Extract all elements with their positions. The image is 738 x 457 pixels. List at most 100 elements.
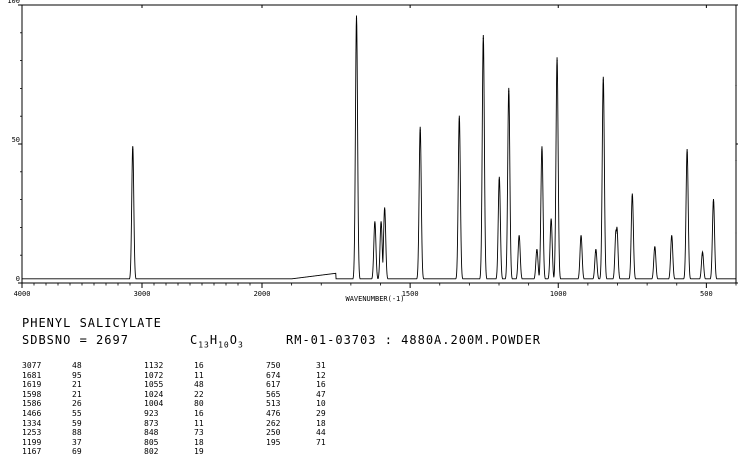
- formula-oxygen: O: [229, 333, 238, 347]
- peak-transmittance: 48: [72, 361, 82, 370]
- peak-transmittance: 37: [72, 437, 82, 447]
- peak-transmittance: 48: [194, 380, 204, 390]
- peak-wavenumber: 617: [266, 380, 281, 390]
- peak-row: 848 73: [144, 428, 304, 438]
- peak-point: [541, 148, 543, 151]
- peak-transmittance: 21: [72, 380, 82, 390]
- peak-transmittance: 16: [316, 380, 326, 390]
- peak-row: 1586 26: [22, 399, 182, 409]
- peak-transmittance: 16: [194, 361, 204, 370]
- peak-row: 923 16: [144, 409, 304, 419]
- y-tick-label: 50: [12, 136, 20, 144]
- peak-transmittance: 73: [194, 428, 204, 438]
- x-tick-label: 2000: [254, 290, 271, 298]
- peak-row: 262 18: [266, 419, 426, 429]
- axis-tick-labels: 4000 3000 2000 1500 1000 500 0 50 100: [7, 0, 712, 298]
- peak-wavenumber: 513: [266, 399, 281, 409]
- peak-wavenumber: 1024: [144, 389, 164, 399]
- peak-wavenumber: 565: [266, 389, 281, 399]
- peak-point: [654, 249, 656, 251]
- peak-transmittance: 26: [72, 399, 82, 409]
- peak-row: 1055 48: [144, 380, 304, 390]
- peak-point: [384, 210, 386, 212]
- peak-wavenumber: 1072: [144, 370, 164, 380]
- peak-transmittance: 59: [72, 418, 82, 428]
- plot-border: [21, 4, 737, 284]
- peak-wavenumber: 262: [266, 418, 281, 428]
- peak-transmittance: 95: [72, 370, 82, 380]
- peak-wavenumber: 1132: [144, 361, 164, 370]
- peak-wavenumber: 1199: [22, 437, 42, 447]
- peak-wavenumber: 674: [266, 370, 281, 380]
- peak-transmittance: 55: [72, 408, 82, 418]
- peak-point: [498, 179, 500, 181]
- peak-row: 674 12: [266, 371, 426, 381]
- peak-wavenumber: 1598: [22, 389, 42, 399]
- peak-point: [602, 79, 604, 81]
- peak-wavenumber: 1681: [22, 370, 42, 380]
- peak-wavenumber: 1167: [22, 447, 42, 457]
- x-tick-label: 3000: [134, 290, 151, 298]
- peak-row: 1466 55: [22, 409, 182, 419]
- peak-wavenumber: 873: [144, 418, 159, 428]
- peak-wavenumber: 848: [144, 428, 159, 438]
- peak-wavenumber: 802: [144, 447, 159, 457]
- peak-transmittance: 11: [194, 418, 204, 428]
- peak-transmittance: 21: [72, 389, 82, 399]
- peak-table-column-3: 750 31 674 12 617 16 565 47 513 10 476 29 262 18 250 44…: [266, 361, 426, 447]
- peak-wavenumber: 923: [144, 408, 159, 418]
- peak-transmittance: 31: [316, 361, 326, 370]
- peak-point: [419, 129, 421, 131]
- axis-ticks: [18, 4, 738, 288]
- peak-point: [508, 90, 510, 92]
- peak-point: [735, 232, 737, 234]
- peak-row: 873 11: [144, 419, 304, 429]
- peak-row: 1024 22: [144, 390, 304, 400]
- peak-row: 1598 21: [22, 390, 182, 400]
- peak-transmittance: 18: [194, 437, 204, 447]
- peak-transmittance: 19: [194, 447, 204, 457]
- peak-wavenumber: 1253: [22, 428, 42, 438]
- peak-transmittance: 69: [72, 447, 82, 457]
- spectrum-line: [22, 15, 736, 280]
- peak-wavenumber: 1055: [144, 380, 164, 390]
- peak-transmittance: 16: [194, 408, 204, 418]
- peak-point: [556, 60, 558, 62]
- peak-transmittance: 44: [316, 428, 326, 438]
- peak-row: 250 44: [266, 428, 426, 438]
- peak-row: 3077 48: [22, 361, 182, 371]
- peak-transmittance: 12: [316, 370, 326, 380]
- peak-point: [580, 237, 582, 240]
- peak-wavenumber: 1619: [22, 380, 42, 390]
- peak-transmittance: 22: [194, 389, 204, 399]
- peak-point: [712, 201, 715, 203]
- peak-transmittance: 71: [316, 437, 326, 447]
- peak-point: [616, 229, 618, 231]
- peak-row: 1681 95: [22, 371, 182, 381]
- peak-table-column-2: 1132 16 1072 11 1055 48 1024 22 1004 80 923 16 873 11…: [144, 361, 304, 457]
- peak-row: 1199 37: [22, 438, 182, 448]
- peak-row: 750 31: [266, 361, 426, 371]
- peak-row: 1072 11: [144, 371, 304, 381]
- formula-hydrogen-count: 10: [218, 340, 230, 350]
- peak-row: 1619 21: [22, 380, 182, 390]
- peak-point: [380, 224, 382, 226]
- peak-point: [686, 151, 688, 153]
- peak-point: [735, 85, 737, 87]
- peak-row: 1334 59: [22, 419, 182, 429]
- peak-point: [518, 237, 520, 240]
- peak-transmittance: 10: [316, 399, 326, 409]
- measurement-conditions: RM-01-03703 : 4880A.200M.POWDER: [286, 333, 541, 347]
- peak-point: [355, 18, 358, 20]
- peak-point: [536, 251, 538, 254]
- molecular-formula: C13H10O3: [190, 333, 244, 349]
- peak-wavenumber: 805: [144, 437, 159, 447]
- peak-point: [735, 160, 737, 162]
- peak-point: [631, 196, 633, 198]
- peak-transmittance: 18: [316, 418, 326, 428]
- peak-transmittance: 47: [316, 389, 326, 399]
- peak-row: 802 19: [144, 447, 304, 457]
- peak-wavenumber: 250: [266, 428, 281, 438]
- formula-carbon-count: 13: [198, 340, 210, 350]
- peak-point: [458, 118, 460, 120]
